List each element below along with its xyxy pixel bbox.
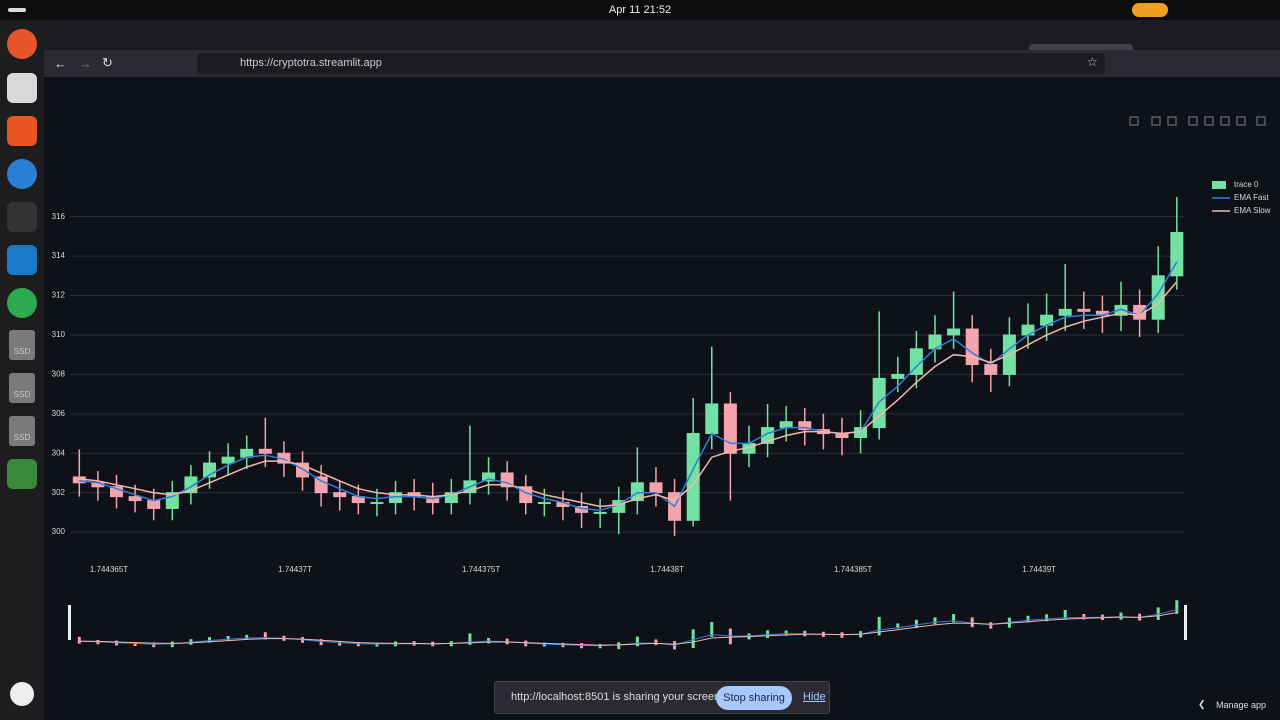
y-tick-label: 302 (52, 488, 66, 497)
datetime[interactable]: Apr 11 21:52 (608, 4, 672, 16)
software-icon[interactable] (7, 116, 37, 146)
dock: SSD SSD SSD (0, 20, 44, 720)
candle-body (630, 482, 644, 502)
y-tick-label: 310 (52, 330, 66, 339)
url: https://cryptotra.streamlit.app (240, 57, 382, 69)
candle-body (128, 496, 142, 502)
candle-body (147, 500, 161, 509)
drive-icon[interactable]: SSD (9, 416, 35, 446)
manage-app-chevron[interactable]: ❮ (1198, 699, 1206, 709)
legend-label: EMA Slow (1234, 206, 1271, 215)
y-tick-label: 300 (52, 527, 66, 536)
x-tick-label: 1.744385T (834, 565, 872, 574)
candle-body (984, 364, 998, 375)
modebar-button[interactable] (1220, 116, 1230, 126)
chrome-icon[interactable] (7, 288, 37, 318)
back-button[interactable]: ← (54, 56, 67, 71)
candle-body (761, 427, 775, 444)
legend: trace 0 EMA Fast EMA Slow (1212, 180, 1271, 215)
x-tick-label: 1.74437T (278, 565, 312, 574)
candle-body (370, 502, 384, 505)
ema-line (79, 261, 1178, 512)
candle-body (649, 482, 663, 494)
candle-body (891, 373, 905, 379)
url-field[interactable]: https://cryptotra.streamlit.app ☆ (197, 53, 1105, 74)
help-icon[interactable] (7, 159, 37, 189)
candle-body (705, 403, 719, 435)
hide-link[interactable]: Hide (803, 691, 826, 703)
candle-body (1170, 231, 1184, 277)
manage-app[interactable]: Manage app (1216, 700, 1267, 710)
range-handle[interactable] (1184, 605, 1187, 640)
share-indicator[interactable] (1132, 3, 1168, 17)
candle-body (965, 328, 979, 366)
nav-bar: ← → ↻ https://cryptotra.streamlit.app ☆ (44, 50, 1280, 77)
candle-body (258, 448, 272, 454)
y-tick-label: 314 (52, 251, 66, 260)
x-tick-label: 1.74439T (1022, 565, 1056, 574)
candle-body (314, 476, 328, 494)
modebar-button[interactable] (1167, 116, 1177, 126)
tab-bar: (2) WhatsApp×Is Trump going×Cryptocurren… (44, 20, 1280, 68)
candle-body (110, 486, 124, 498)
share-message: http://localhost:8501 is sharing your sc… (511, 691, 724, 703)
reload-button[interactable]: ↻ (102, 55, 113, 70)
candle-body (798, 421, 812, 431)
candle-body (723, 403, 737, 454)
candle-body (444, 492, 458, 504)
modebar-button[interactable] (1151, 116, 1161, 126)
x-tick-label: 1.74438T (650, 565, 684, 574)
candle-body (947, 328, 961, 336)
terminal-icon[interactable] (7, 202, 37, 232)
candle-body (333, 492, 347, 498)
slider-line (79, 612, 1177, 646)
candle-body (1114, 304, 1128, 316)
system-tray[interactable] (1220, 5, 1270, 15)
y-tick-label: 306 (52, 409, 66, 418)
modebar-button[interactable] (1129, 116, 1139, 126)
slider-line (79, 609, 1177, 647)
modebar-button[interactable] (1256, 116, 1266, 126)
files-icon[interactable] (7, 73, 37, 103)
share-bar: http://localhost:8501 is sharing your sc… (494, 681, 830, 714)
y-tick-label: 316 (52, 212, 66, 221)
modebar-button[interactable] (1236, 116, 1246, 126)
forward-button[interactable]: → (79, 56, 92, 71)
stop-sharing-button[interactable]: Stop sharing (716, 686, 792, 710)
ema-line (79, 281, 1178, 508)
range-handle[interactable] (68, 605, 71, 640)
y-tick-label: 304 (52, 448, 66, 457)
candle-body (500, 472, 514, 488)
drive-icon[interactable]: SSD (9, 330, 35, 360)
candle-body (779, 421, 793, 429)
vscode-icon[interactable] (7, 245, 37, 275)
candle-body (1077, 308, 1091, 312)
y-tick-label: 308 (52, 370, 66, 379)
legend-label: EMA Fast (1234, 193, 1269, 202)
candle-body (221, 456, 235, 464)
firefox-icon[interactable] (7, 29, 37, 59)
bookmark-star[interactable]: ☆ (1087, 55, 1098, 69)
drive-icon[interactable]: SSD (9, 373, 35, 403)
candle-body (1058, 308, 1072, 316)
activities[interactable] (8, 8, 26, 12)
x-tick-label: 1.744365T (90, 565, 128, 574)
candle-body (482, 472, 496, 482)
modebar-button[interactable] (1204, 116, 1214, 126)
legend-label: trace 0 (1234, 180, 1259, 189)
modebar-button[interactable] (1188, 116, 1198, 126)
apps-icon[interactable] (10, 682, 34, 706)
candle-body (593, 511, 607, 514)
legend-swatch (1212, 181, 1226, 189)
trash-icon[interactable] (7, 459, 37, 489)
x-tick-label: 1.744375T (462, 565, 500, 574)
y-tick-label: 312 (52, 291, 66, 300)
candle-body (537, 502, 551, 505)
top-bar: Apr 11 21:52 (0, 0, 1280, 20)
